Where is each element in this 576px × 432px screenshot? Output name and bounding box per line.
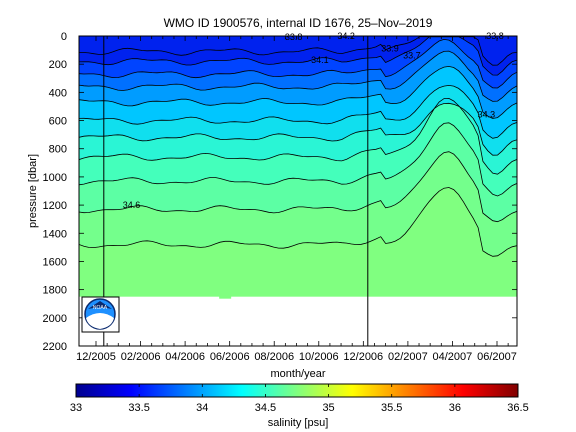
plot-area — [79, 36, 517, 346]
salinity-band — [79, 36, 517, 66]
x-tick-label: 02/2006 — [121, 351, 161, 363]
x-tick-label: 12/2006 — [343, 351, 383, 363]
colorbar-tick-label: 36.5 — [507, 402, 528, 414]
y-tick-label: 400 — [49, 87, 67, 99]
x-tick-label: 06/2007 — [477, 351, 517, 363]
x-tick-label: 12/2005 — [76, 351, 116, 363]
contour-labels: 34.6 34.3 33.9 34.1 33.8 34.2 33.7 33.8 — [123, 31, 504, 210]
contour-line — [79, 38, 517, 89]
contour-label: 33.8 — [285, 32, 303, 42]
colorbar-ticks: 33 33.5 34 34.5 35 35.5 36 36.5 — [70, 384, 529, 414]
y-tick-label: 2200 — [43, 341, 67, 353]
contour-line — [79, 65, 517, 119]
y-tick-label: 1000 — [43, 172, 67, 184]
contour-line — [79, 151, 517, 223]
chart-title: WMO ID 1900576, internal ID 1676, 25–Nov… — [164, 16, 433, 30]
x-tick-label: 06/2006 — [210, 351, 250, 363]
profile-markers — [103, 36, 369, 346]
y-tick-label: 1800 — [43, 285, 67, 297]
colorbar-tick-label: 35.5 — [381, 402, 402, 414]
contour-label: 34.3 — [478, 110, 496, 120]
y-axis-label: pressure [dbar] — [27, 154, 39, 228]
y-tick-label: 600 — [49, 116, 67, 128]
x-axis: 12/2005 02/2006 04/2006 06/2006 08/2006 10/20… — [76, 36, 517, 363]
y-tick-label: 1600 — [43, 256, 67, 268]
contour-label: 33.9 — [381, 44, 399, 54]
y-axis: 0 200 400 600 800 1000 1200 1400 1600 1800 2000 220… — [43, 31, 517, 353]
contour-label: 34.2 — [337, 31, 355, 41]
x-tick-label: 10/2006 — [299, 351, 339, 363]
contour-label: 33.7 — [403, 51, 421, 61]
contour-line — [79, 97, 517, 175]
colorbar-tick-label: 33 — [70, 402, 82, 414]
contour-label: 33.8 — [486, 31, 504, 41]
noaa-logo: NOAA — [81, 296, 120, 333]
contour-line — [79, 187, 517, 257]
contour-lines — [79, 36, 517, 257]
y-tick-label: 2000 — [43, 313, 67, 325]
contour-line — [79, 50, 517, 102]
contour-label: 34.1 — [311, 55, 329, 65]
salinity-bands — [79, 36, 517, 346]
y-tick-label: 1400 — [43, 228, 67, 240]
noaa-logo-text: NOAA — [93, 305, 108, 311]
colorbar-tick-label: 36 — [449, 402, 461, 414]
y-tick-label: 0 — [61, 31, 67, 43]
y-tick-label: 1200 — [43, 200, 67, 212]
contour-line — [79, 84, 517, 139]
colorbar-label: salinity [psu] — [268, 417, 329, 429]
colorbar-tick-label: 33.5 — [128, 402, 149, 414]
contour-line — [79, 36, 517, 66]
x-tick-label: 04/2006 — [165, 351, 205, 363]
x-tick-label: 02/2007 — [388, 351, 428, 363]
x-axis-label: month/year — [270, 368, 325, 380]
no-data-notch — [219, 282, 232, 299]
contour-line — [79, 122, 517, 197]
x-tick-label: 04/2007 — [433, 351, 473, 363]
y-tick-label: 800 — [49, 144, 67, 156]
contour-label: 34.6 — [123, 200, 141, 210]
colorbar-tick-label: 34.5 — [255, 402, 276, 414]
colorbar-tick-label: 34 — [196, 402, 208, 414]
y-tick-label: 200 — [49, 59, 67, 71]
x-tick-label: 08/2006 — [254, 351, 294, 363]
no-data-region — [79, 282, 517, 346]
colorbar-tick-label: 35 — [322, 402, 334, 414]
colorbar — [75, 383, 519, 398]
no-data-fill — [79, 296, 517, 346]
contour-line — [79, 102, 517, 156]
plot-frame — [78, 35, 518, 347]
